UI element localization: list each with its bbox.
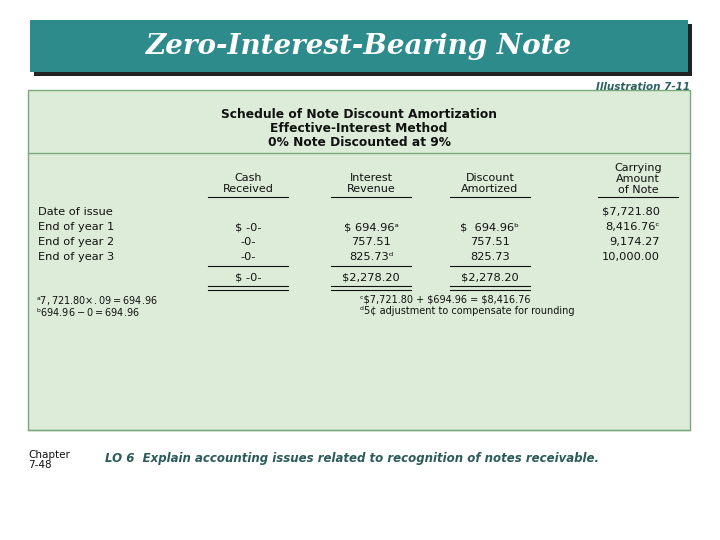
Text: ᵃ$7,721.80 × .09 = $694.96: ᵃ$7,721.80 × .09 = $694.96 — [36, 294, 158, 307]
Text: of Note: of Note — [618, 185, 658, 195]
Text: Carrying: Carrying — [614, 163, 662, 173]
Text: -0-: -0- — [240, 237, 256, 247]
Text: $ 694.96ᵃ: $ 694.96ᵃ — [343, 222, 398, 232]
FancyBboxPatch shape — [34, 24, 692, 76]
Text: Date of issue: Date of issue — [38, 207, 113, 217]
Text: 10,000.00: 10,000.00 — [602, 252, 660, 262]
Text: Chapter: Chapter — [28, 450, 70, 460]
Text: End of year 1: End of year 1 — [38, 222, 114, 232]
Text: Zero-Interest-Bearing Note: Zero-Interest-Bearing Note — [146, 32, 572, 59]
Text: Revenue: Revenue — [346, 184, 395, 194]
Text: Amount: Amount — [616, 174, 660, 184]
Text: $ -0-: $ -0- — [235, 222, 261, 232]
Text: Schedule of Note Discount Amortization: Schedule of Note Discount Amortization — [221, 109, 497, 122]
Text: Discount: Discount — [466, 173, 514, 183]
Text: ᵈ5¢ adjustment to compensate for rounding: ᵈ5¢ adjustment to compensate for roundin… — [360, 306, 575, 316]
Text: $2,278.20: $2,278.20 — [461, 272, 519, 282]
Text: 757.51: 757.51 — [351, 237, 391, 247]
FancyBboxPatch shape — [28, 90, 690, 430]
Text: Interest: Interest — [349, 173, 392, 183]
Text: 825.73: 825.73 — [470, 252, 510, 262]
Text: $  694.96ᵇ: $ 694.96ᵇ — [461, 222, 520, 232]
Text: ᶜ$7,721.80 + $694.96 = $8,416.76: ᶜ$7,721.80 + $694.96 = $8,416.76 — [360, 294, 531, 304]
Text: LO 6  Explain accounting issues related to recognition of notes receivable.: LO 6 Explain accounting issues related t… — [105, 452, 599, 465]
Text: End of year 2: End of year 2 — [38, 237, 114, 247]
Text: 757.51: 757.51 — [470, 237, 510, 247]
Text: $ -0-: $ -0- — [235, 272, 261, 282]
Text: Received: Received — [222, 184, 274, 194]
Text: Cash: Cash — [234, 173, 262, 183]
FancyBboxPatch shape — [30, 20, 688, 72]
Text: End of year 3: End of year 3 — [38, 252, 114, 262]
Text: 7-48: 7-48 — [28, 460, 52, 470]
Text: 9,174.27: 9,174.27 — [610, 237, 660, 247]
Text: ᵇ$694.96 − 0 = $694.96: ᵇ$694.96 − 0 = $694.96 — [36, 306, 140, 318]
Text: $2,278.20: $2,278.20 — [342, 272, 400, 282]
Text: Effective-Interest Method: Effective-Interest Method — [270, 123, 448, 136]
Text: Illustration 7-11: Illustration 7-11 — [596, 82, 690, 92]
Text: -0-: -0- — [240, 252, 256, 262]
Text: $7,721.80: $7,721.80 — [602, 207, 660, 217]
Text: 0% Note Discounted at 9%: 0% Note Discounted at 9% — [268, 137, 451, 150]
Text: Amortized: Amortized — [462, 184, 518, 194]
Text: 825.73ᵈ: 825.73ᵈ — [348, 252, 393, 262]
Text: 8,416.76ᶜ: 8,416.76ᶜ — [606, 222, 660, 232]
